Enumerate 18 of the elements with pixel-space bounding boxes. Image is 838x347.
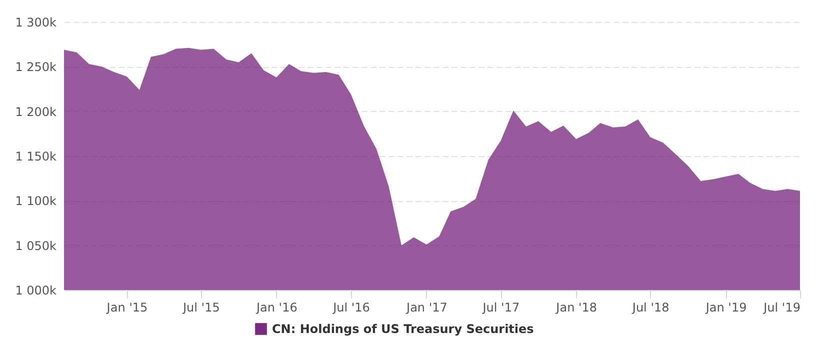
y-tick-label: 1 300k [15,16,57,30]
x-tick-label: Jul '18 [631,300,670,314]
legend-label: CN: Holdings of US Treasury Securities [272,322,534,336]
y-tick-label: 1 000k [15,284,57,298]
y-tick-label: 1 200k [15,104,57,119]
y-tick-label: 1 100k [15,194,57,208]
x-tick-label: Jul '16 [332,300,370,314]
x-tick-label: Jan '16 [255,300,298,314]
x-tick-label: Jan '17 [406,300,448,314]
x-tick-label: Jul '19 [762,300,800,314]
y-tick-label: 1 150k [15,150,57,164]
x-tick-label: Jan '15 [106,300,148,314]
x-tick-label: Jan '19 [704,300,747,314]
y-tick-label: 1 250k [15,60,57,74]
y-tick-label: 1 050k [15,238,57,253]
x-tick-label: Jan '18 [555,300,598,314]
x-tick-label: Jul '15 [182,300,220,314]
x-tick-label: Jul '17 [482,300,520,314]
